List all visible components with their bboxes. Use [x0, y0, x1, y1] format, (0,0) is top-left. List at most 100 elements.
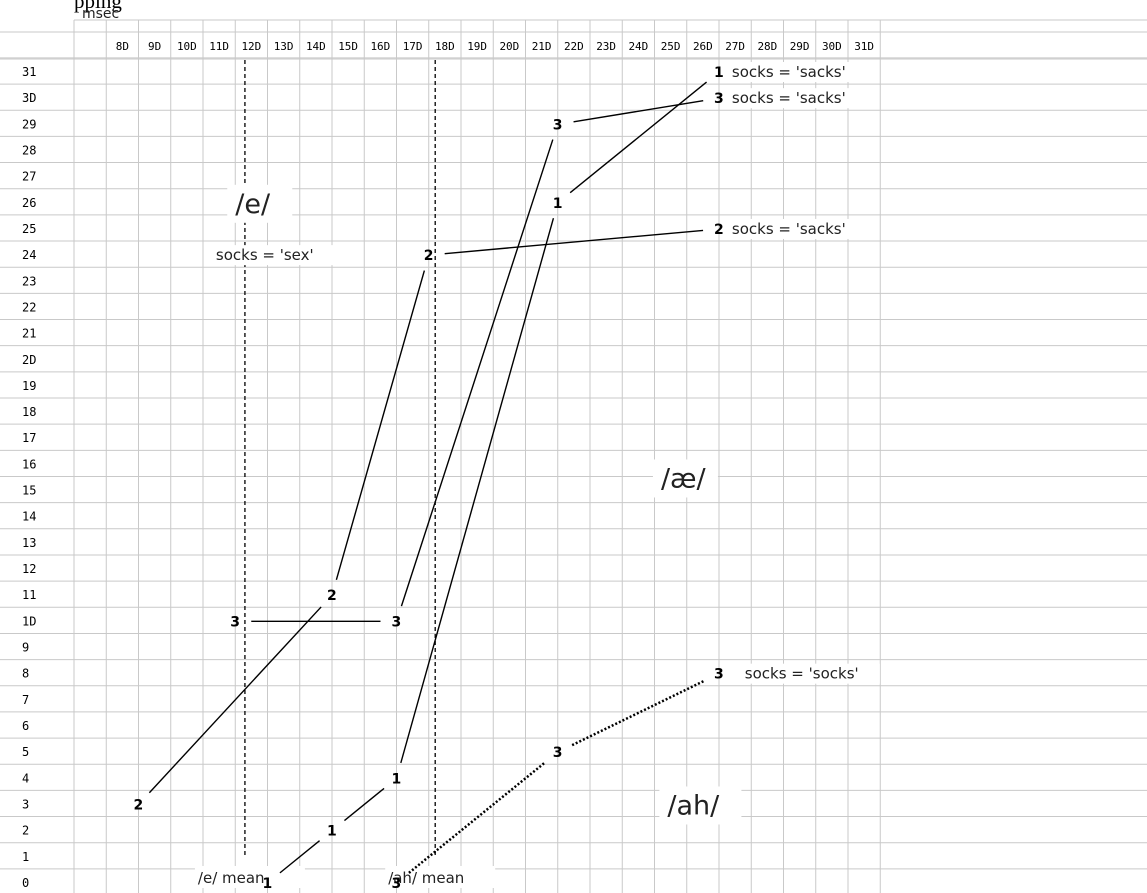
region-label: /e/ — [235, 189, 271, 220]
series-line — [343, 787, 385, 822]
y-tick-label: 0 — [22, 876, 29, 890]
y-tick-label: 14 — [22, 510, 36, 524]
series-line — [335, 270, 426, 581]
y-tick-label: 1 — [22, 850, 29, 864]
y-tick-label: 26 — [22, 196, 36, 210]
annotation-bg — [212, 245, 333, 266]
y-tick-label: 2 — [22, 824, 29, 838]
annotation-bg — [728, 88, 867, 109]
series-line — [279, 840, 321, 874]
region-label-bg — [652, 459, 718, 498]
annotation: socks = 'sex' — [216, 246, 314, 264]
y-tick-label: 16 — [22, 457, 36, 471]
mean-label: /ah/ mean — [388, 869, 464, 887]
y-tick-label: 6 — [22, 719, 29, 733]
y-tick-label: 5 — [22, 745, 29, 759]
region-label: /æ/ — [661, 463, 707, 494]
y-tick-label: 3D — [22, 91, 36, 105]
x-tick-label: 19D — [467, 40, 487, 53]
y-tick-label: 1D — [22, 614, 36, 628]
x-tick-label: 16D — [370, 40, 390, 53]
x-tick-label: 26D — [693, 40, 713, 53]
mean-label: /e/ mean — [198, 869, 265, 887]
annotation: socks = 'sacks' — [732, 89, 846, 107]
point-label: 3 — [553, 745, 563, 761]
y-tick-label: 22 — [22, 300, 36, 314]
mean-label-bg — [385, 866, 496, 888]
region-label: /ah/ — [667, 790, 720, 821]
series-line — [444, 229, 704, 255]
x-tick-label: 8D — [116, 40, 129, 53]
annotation: socks = 'sacks' — [732, 63, 846, 81]
x-tick-label: 9D — [148, 40, 161, 53]
x-tick-label: 20D — [499, 40, 519, 53]
region-label-bg — [659, 786, 742, 825]
y-tick-label: 29 — [22, 117, 36, 131]
x-tick-label: 24D — [628, 40, 648, 53]
x-tick-label: 25D — [661, 40, 681, 53]
point-label: 3 — [392, 614, 402, 630]
annotation: socks = 'sacks' — [732, 220, 846, 238]
series-line — [148, 606, 322, 794]
point-label: 2 — [134, 797, 144, 813]
y-tick-label: 28 — [22, 143, 36, 157]
x-tick-label: 17D — [403, 40, 423, 53]
x-tick-label: 13D — [274, 40, 294, 53]
y-tick-label: 4 — [22, 771, 29, 785]
point-label: 1 — [263, 876, 273, 892]
point-label: 2 — [327, 588, 337, 604]
y-tick-label: 11 — [22, 588, 36, 602]
x-tick-label: 31D — [854, 40, 874, 53]
series-line — [400, 218, 555, 764]
y-tick-label: 25 — [22, 222, 36, 236]
point-label: 1 — [553, 196, 563, 212]
point-label: 2 — [714, 222, 724, 238]
y-tick-label: 12 — [22, 562, 36, 576]
y-tick-label: 8 — [22, 667, 29, 681]
y-tick-label: 19 — [22, 379, 36, 393]
annotation-bg — [741, 663, 880, 684]
x-tick-label: 14D — [306, 40, 326, 53]
y-tick-label: 7 — [22, 693, 29, 707]
y-tick-label: 2D — [22, 353, 36, 367]
x-tick-label: 18D — [435, 40, 455, 53]
point-label: 3 — [230, 614, 240, 630]
annotation-bg — [728, 218, 867, 239]
y-tick-label: 27 — [22, 170, 36, 184]
header-text: pping — [74, 0, 122, 13]
y-tick-label: 23 — [22, 274, 36, 288]
region-label-bg — [227, 184, 293, 223]
x-tick-label: 12D — [241, 40, 261, 53]
x-tick-label: 22D — [564, 40, 584, 53]
y-tick-label: 3 — [22, 797, 29, 811]
series-line — [408, 761, 547, 874]
x-unit-label: msec — [82, 6, 119, 22]
y-tick-label: 15 — [22, 484, 36, 498]
y-tick-label: 13 — [22, 536, 36, 550]
series-line — [571, 679, 706, 747]
x-tick-label: 28D — [757, 40, 777, 53]
point-label: 3 — [553, 117, 563, 133]
x-tick-label: 27D — [725, 40, 745, 53]
x-tick-label: 30D — [822, 40, 842, 53]
y-tick-label: 31 — [22, 65, 36, 79]
x-tick-label: 10D — [177, 40, 197, 53]
annotation: socks = 'socks' — [745, 665, 859, 683]
x-tick-label: 23D — [596, 40, 616, 53]
y-tick-label: 17 — [22, 431, 36, 445]
x-tick-label: 15D — [338, 40, 358, 53]
mean-label-bg — [194, 866, 305, 888]
series-line — [569, 81, 708, 194]
point-label: 3 — [392, 876, 402, 892]
point-label: 3 — [714, 91, 724, 107]
y-tick-label: 24 — [22, 248, 36, 262]
y-tick-label: 9 — [22, 641, 29, 655]
series-line — [400, 139, 554, 607]
x-tick-label: 29D — [790, 40, 810, 53]
point-label: 1 — [714, 65, 724, 81]
point-label: 2 — [424, 248, 434, 264]
x-tick-label: 11D — [209, 40, 229, 53]
point-label: 3 — [714, 667, 724, 683]
y-tick-label: 21 — [22, 327, 36, 341]
